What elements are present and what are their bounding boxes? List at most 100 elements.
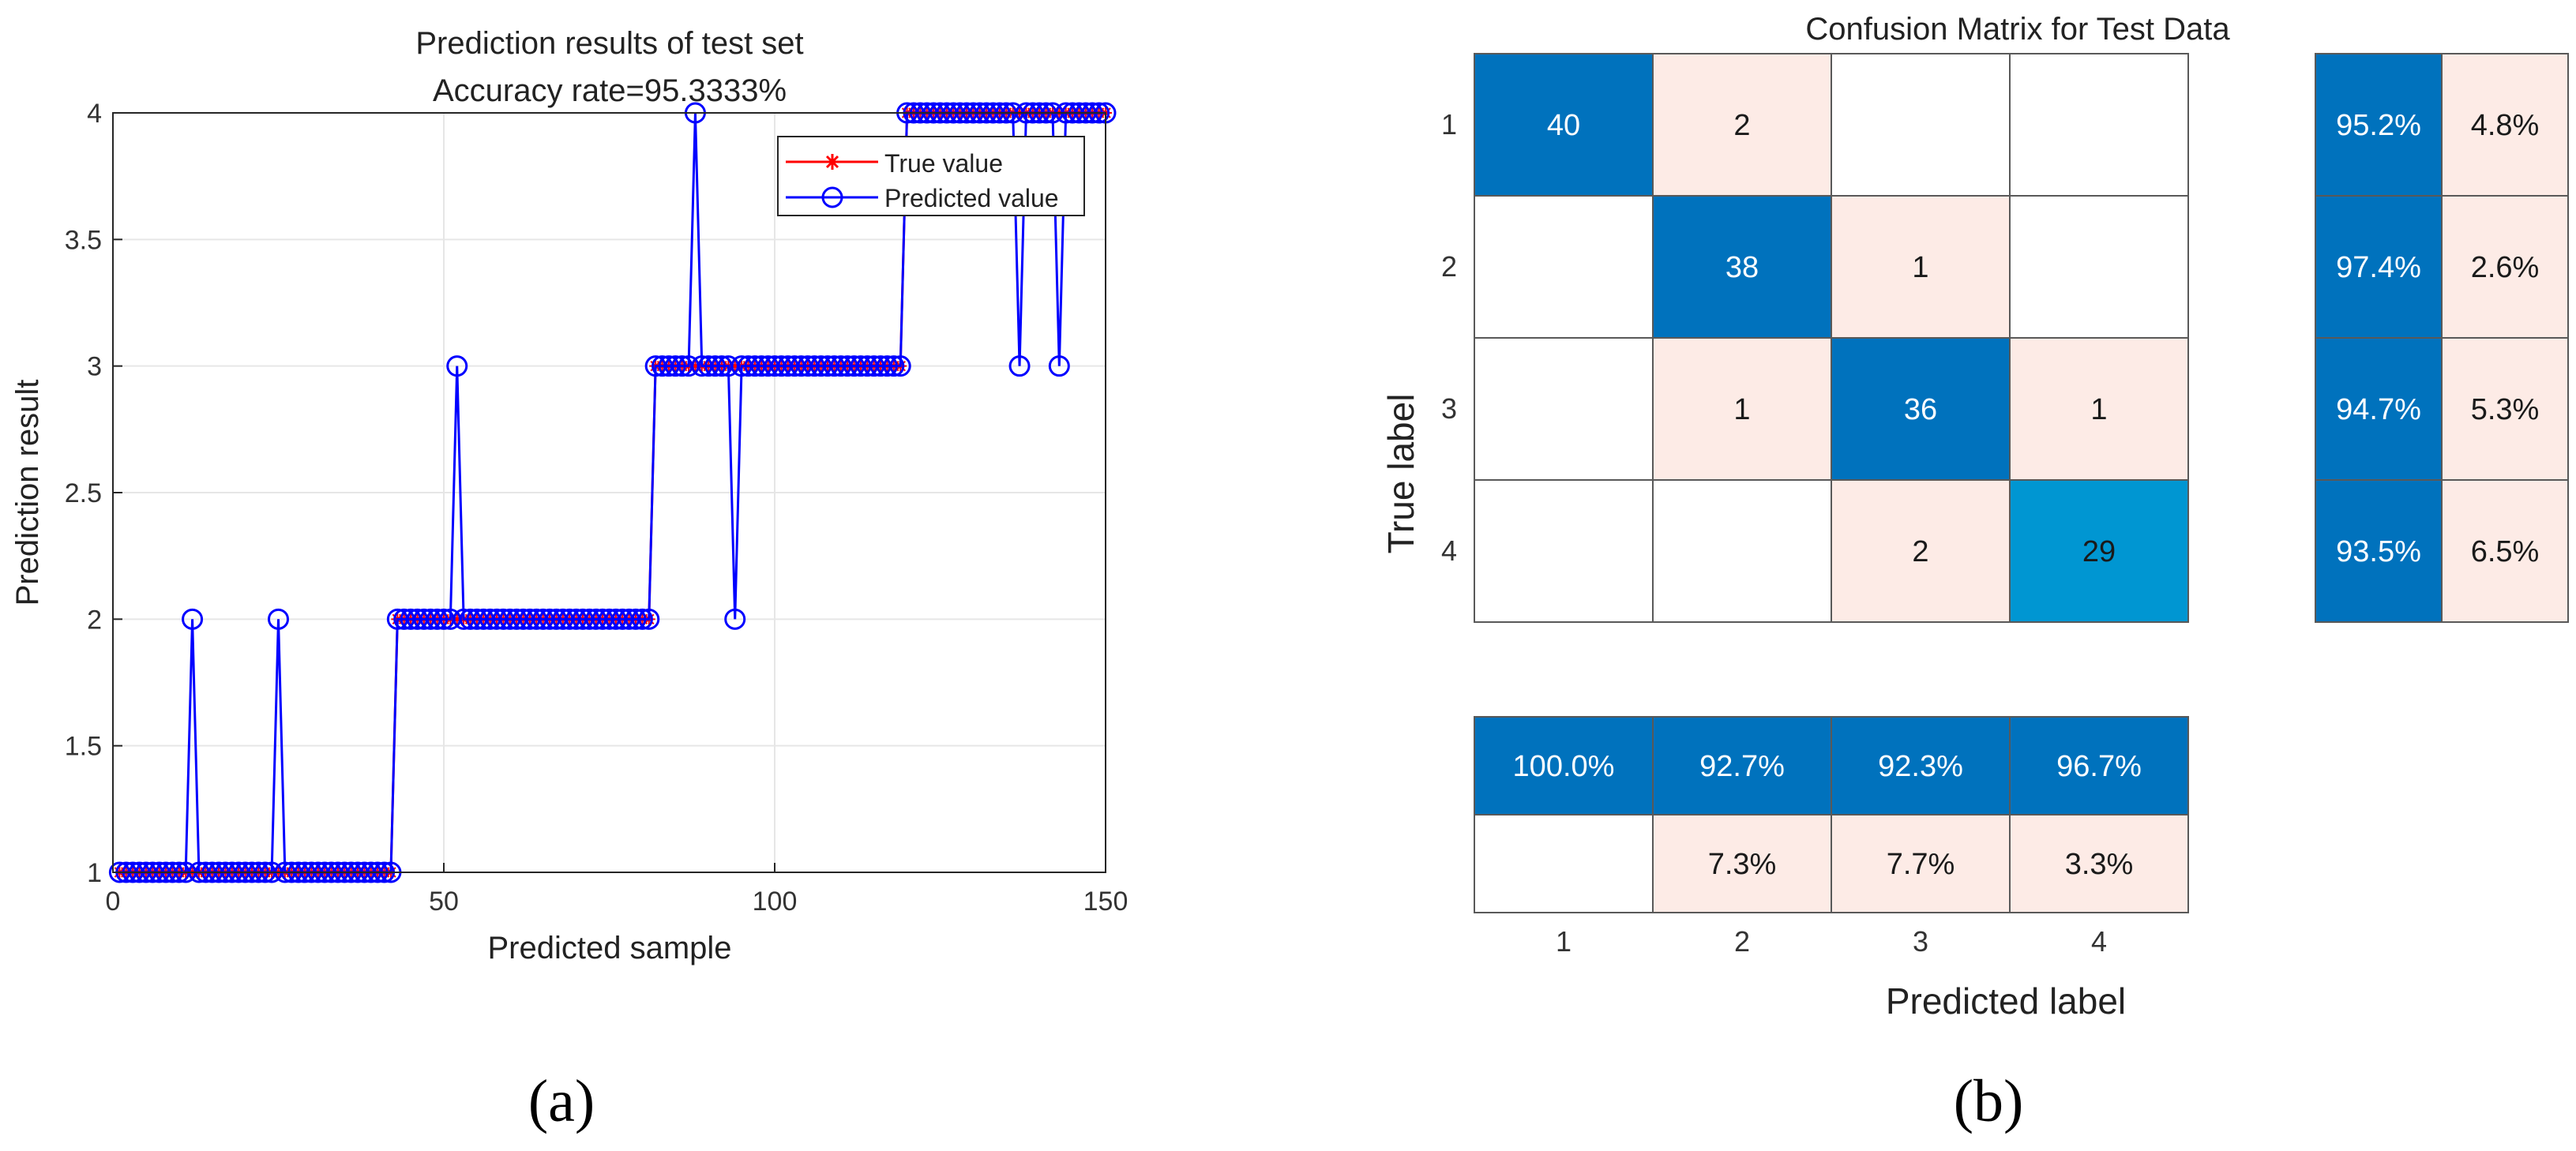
- predicted-value-point: [638, 608, 660, 630]
- matrix-cell-value: 29: [2082, 535, 2116, 568]
- matrix-cell-bg: [1474, 479, 1654, 623]
- x-tick-label: 150: [1083, 887, 1128, 917]
- row-summary-incorrect: 5.3%: [2441, 337, 2569, 481]
- predicted-label-tick: 3: [1913, 925, 1928, 958]
- row-summary-incorrect: 6.5%: [2441, 479, 2569, 623]
- chart-a-subtitle: Accuracy rate=95.3333%: [433, 73, 787, 108]
- matrix-cell: 1: [2009, 337, 2189, 481]
- matrix-cell: [2009, 53, 2189, 197]
- predicted-value-point: [631, 608, 653, 630]
- legend-true-marker: [824, 154, 840, 170]
- true-label-tick: 2: [1441, 250, 1457, 283]
- predicted-value-point: [625, 608, 647, 630]
- row-summary-correct-value: 97.4%: [2336, 251, 2421, 284]
- predicted-value-point: [889, 355, 911, 377]
- matrix-cell: [1474, 195, 1654, 339]
- plot-frame-a: [112, 112, 1106, 873]
- true-label-tick: 1: [1441, 108, 1457, 141]
- matrix-cell-value: 2: [1912, 535, 1928, 568]
- predicted-value-point: [426, 608, 449, 630]
- x-axis-label-a: Predicted sample: [487, 931, 731, 965]
- row-summary-correct-value: 93.5%: [2336, 535, 2421, 568]
- matrix-cell-value: 1: [2090, 393, 2107, 426]
- matrix-cell-bg: [1474, 337, 1654, 481]
- matrix-cell-bg: [2009, 53, 2189, 197]
- column-summary-incorrect-value: 3.3%: [2065, 848, 2134, 881]
- column-summary-correct: 100.0%: [1474, 716, 1654, 815]
- column-summary-incorrect-value: 7.7%: [1887, 848, 1955, 881]
- legend-item-true-value: True value: [786, 149, 1003, 178]
- y-tick-label: 1.5: [65, 732, 102, 762]
- legend-item-predicted-value: Predicted value: [786, 184, 1059, 212]
- matrix-cell: 40: [1474, 53, 1654, 197]
- confusion-matrix-cells: 40 2 38 1 1 36 1 2 29: [1474, 53, 2189, 623]
- legend-predicted-label: Predicted value: [884, 184, 1059, 212]
- y-axis-label-a: Prediction result: [10, 380, 45, 606]
- y-tick-label: 3.5: [65, 225, 102, 255]
- true-label-tick: 4: [1441, 534, 1457, 567]
- predicted-value-point: [724, 608, 746, 630]
- predicted-value-point: [446, 355, 468, 377]
- x-tick-label: 100: [753, 887, 798, 917]
- row-summary-incorrect-value: 6.5%: [2471, 535, 2540, 568]
- y-tick-label: 4: [87, 99, 102, 129]
- matrix-cell: 1: [1831, 195, 2011, 339]
- matrix-cell: 29: [2009, 479, 2189, 623]
- true-label-tick: 3: [1441, 392, 1457, 425]
- column-summary-incorrect-bg: [1831, 814, 2011, 913]
- confusion-matrix-chart: Confusion Matrix for Test Data 40 238 11 36…: [1380, 12, 2569, 1022]
- predicted-value-point: [876, 355, 898, 377]
- matrix-cell: [1652, 479, 1832, 623]
- column-summary-correct-value: 92.7%: [1699, 750, 1785, 783]
- row-summary-correct: 97.4%: [2315, 195, 2443, 339]
- row-summary-correct: 94.7%: [2315, 337, 2443, 481]
- column-summary-correct: 92.3%: [1831, 716, 2011, 815]
- panel-b-caption: (b): [1954, 1068, 2024, 1134]
- row-summary-incorrect-bg: [2441, 479, 2569, 623]
- row-summary-correct-bg: [2315, 195, 2443, 339]
- row-summary-incorrect-bg: [2441, 195, 2569, 339]
- matrix-cell-bg: [1652, 53, 1832, 197]
- matrix-cell-value: 1: [1912, 251, 1928, 284]
- predicted-label-tick: 4: [2091, 925, 2107, 958]
- column-summary-incorrect-bg: [2009, 814, 2189, 913]
- matrix-cell-bg: [2009, 479, 2189, 623]
- matrix-cell: 38: [1652, 195, 1832, 339]
- y-tick-label: 2.5: [65, 478, 102, 508]
- predicted-value-point: [182, 608, 204, 630]
- matrix-cell-value: 36: [1904, 393, 1937, 426]
- matrix-cell-bg: [1831, 53, 2011, 197]
- matrix-cell-bg: [1474, 195, 1654, 339]
- matrix-cell-value: 38: [1725, 251, 1759, 284]
- column-summary-correct: 96.7%: [2009, 716, 2189, 815]
- x-tick-label: 0: [106, 887, 121, 917]
- row-summary-incorrect-bg: [2441, 337, 2569, 481]
- legend-a: True value Predicted value: [777, 136, 1085, 216]
- predicted-value-point: [704, 355, 727, 377]
- y-tick-label: 3: [87, 352, 102, 382]
- matrix-cell-value: 40: [1547, 109, 1580, 142]
- legend-predicted-marker: [821, 186, 843, 208]
- row-summary-correct: 95.2%: [2315, 53, 2443, 197]
- matrix-cell: [1474, 337, 1654, 481]
- matrix-cell-value: 1: [1733, 393, 1750, 426]
- x-tick-label: 50: [429, 887, 459, 917]
- matrix-cell-value: 2: [1733, 109, 1750, 142]
- predicted-value-point: [1048, 355, 1070, 377]
- row-summary-correct-value: 94.7%: [2336, 393, 2421, 426]
- column-summary-incorrect-value: 7.3%: [1708, 848, 1777, 881]
- column-summary-correct-value: 92.3%: [1878, 750, 1963, 783]
- row-summary-incorrect-bg: [2441, 53, 2569, 197]
- predicted-value-point: [664, 355, 686, 377]
- matrix-cell-bg: [1831, 195, 2011, 339]
- matrix-tick-labels: 1 1 2 2 3 3 4 4: [1441, 108, 2107, 958]
- column-summary-correct-bg: [1831, 716, 2011, 815]
- column-summary-incorrect: 3.3%: [2009, 814, 2189, 913]
- column-summary-correct-bg: [1474, 716, 1654, 815]
- y-tick-label: 2: [87, 605, 102, 635]
- predicted-value-point: [1008, 355, 1031, 377]
- matrix-cell: [2009, 195, 2189, 339]
- row-summary-correct: 93.5%: [2315, 479, 2443, 623]
- chart-b-title: Confusion Matrix for Test Data: [1805, 12, 2230, 47]
